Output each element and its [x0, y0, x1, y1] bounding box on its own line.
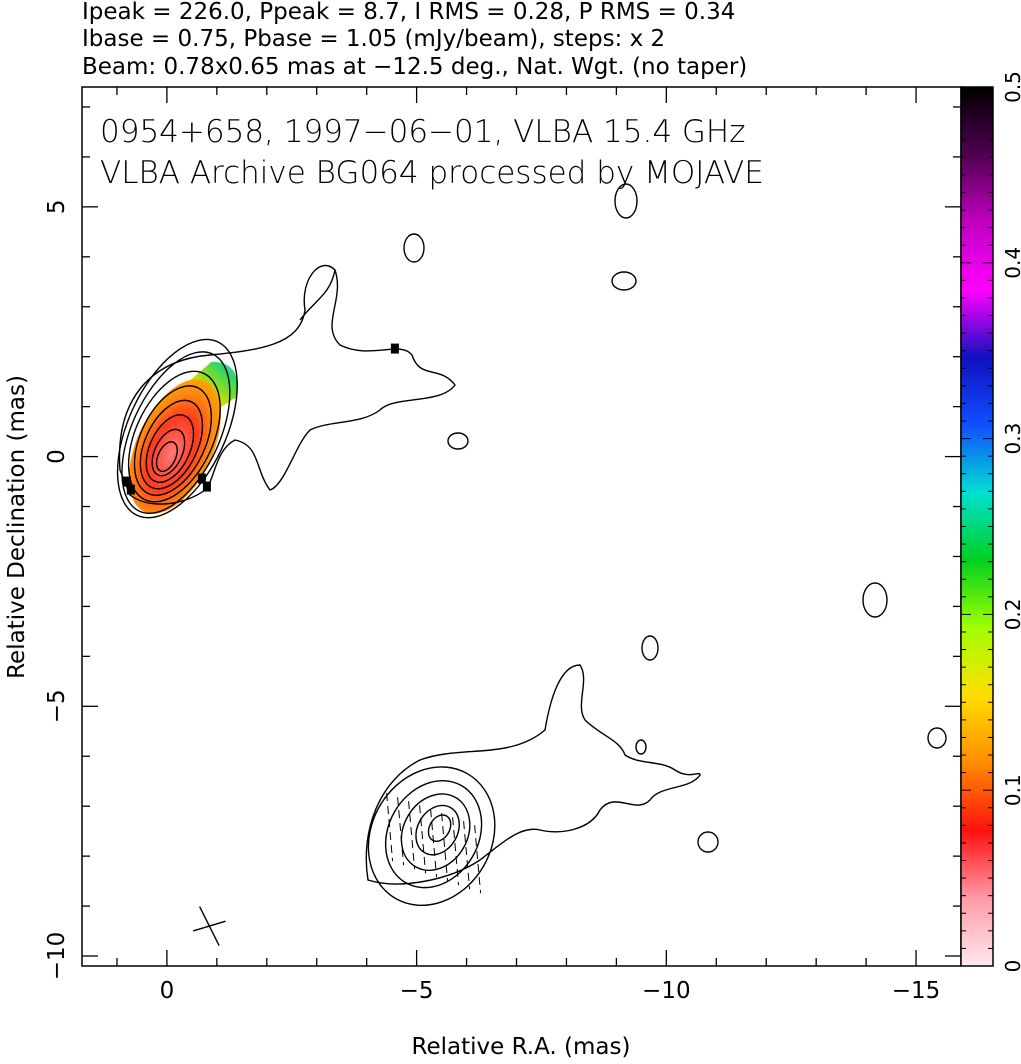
core-contour — [127, 370, 221, 503]
plot-frame — [81, 86, 962, 967]
lower-component-contour — [415, 804, 460, 856]
core-contour — [151, 428, 186, 477]
ticks-layer — [82, 87, 961, 966]
polarization-vector — [452, 817, 460, 886]
noise-contour — [614, 183, 638, 219]
x-tick-label: 0 — [160, 978, 175, 1004]
colorbar-tick-label: 0.2 — [1001, 598, 1021, 630]
y-tick-label: 5 — [44, 200, 70, 215]
colorbar-tick-label: 0.3 — [1001, 423, 1021, 455]
colorbar-tick-label: 0 — [1001, 960, 1021, 973]
polarization-vector — [386, 793, 394, 862]
y-tick-label: −10 — [44, 932, 70, 981]
colorbar-tick-label: 0.1 — [1001, 774, 1021, 806]
jet-contour-arm — [299, 269, 336, 321]
core-contour — [155, 441, 178, 473]
colorbar-tick-label: 0.4 — [1001, 247, 1021, 279]
polarization-vector — [463, 821, 471, 890]
x-tick-label: −15 — [892, 978, 941, 1004]
core-contour — [121, 351, 231, 514]
polarization-vector — [397, 797, 405, 866]
core-contour — [139, 399, 204, 490]
plot-label-line-2: VLBA Archive BG064 processed by MOJAVE — [100, 155, 764, 191]
lower-component-contour — [384, 779, 483, 889]
polarization-vector — [430, 809, 438, 878]
x-axis-label: Relative R.A. (mas) — [412, 1034, 631, 1060]
lower-component-contour — [427, 814, 452, 842]
x-tick-label: −10 — [642, 978, 691, 1004]
colorbar-ticks — [961, 86, 993, 967]
polarization-pixel — [126, 484, 135, 495]
noise-contour — [447, 432, 469, 450]
header-line-2: Ibase = 0.75, Pbase = 1.05 (mJy/beam), s… — [82, 26, 665, 52]
header-line-3: Beam: 0.78x0.65 mas at −12.5 deg., Nat. … — [82, 54, 747, 80]
polarization-vector — [408, 801, 416, 870]
polarization-vector — [474, 825, 482, 894]
jet-contour — [118, 264, 456, 505]
lower-component-contour — [400, 793, 471, 872]
core-contour — [116, 338, 238, 519]
polarization-pixel — [197, 473, 206, 484]
noise-contour — [697, 831, 719, 853]
polarization-pixel — [122, 476, 131, 487]
noise-contour — [862, 582, 888, 618]
colorbar — [960, 86, 994, 967]
lower-jet-contour — [365, 664, 701, 885]
y-tick-label: −5 — [44, 689, 70, 723]
header-line-1: Ipeak = 226.0, Ppeak = 8.7, I RMS = 0.28… — [82, 0, 735, 25]
lower-component-contour — [367, 766, 496, 907]
core-contour — [145, 414, 195, 483]
polarization-vector — [441, 813, 449, 882]
noise-contour — [403, 233, 425, 263]
beam-minor-axis — [192, 920, 226, 932]
noise-contour — [611, 271, 637, 291]
x-tick-label: −5 — [400, 978, 434, 1004]
contour-layer — [116, 183, 947, 946]
noise-contour — [927, 727, 947, 749]
core-contour — [133, 385, 213, 496]
y-axis-label: Relative Declination (mas) — [4, 375, 30, 679]
polarization-vector — [419, 805, 427, 874]
y-tick-label: 0 — [44, 449, 70, 464]
colorbar-tick-label: 0.5 — [1001, 71, 1021, 103]
plot-label-line-1: 0954+658, 1997−06−01, VLBA 15.4 GHz — [100, 114, 746, 150]
noise-contour — [635, 739, 647, 755]
noise-contour — [641, 635, 659, 661]
